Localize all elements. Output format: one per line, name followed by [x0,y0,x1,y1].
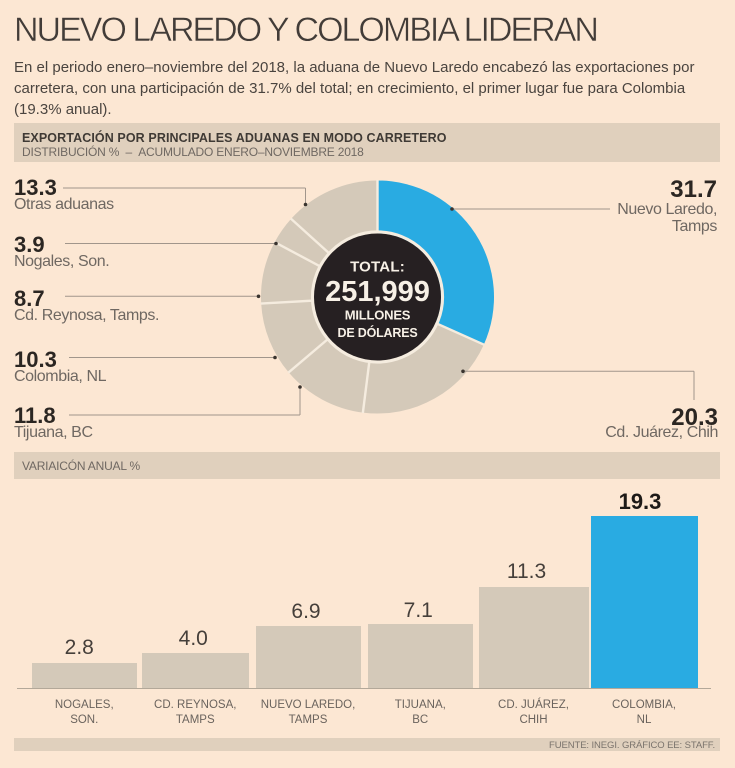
svg-text:251,999: 251,999 [325,276,430,308]
svg-text:DE DÓLARES: DE DÓLARES [338,325,418,340]
svg-text:TOTAL:: TOTAL: [350,259,405,276]
svg-text:MILLONES: MILLONES [345,308,411,323]
